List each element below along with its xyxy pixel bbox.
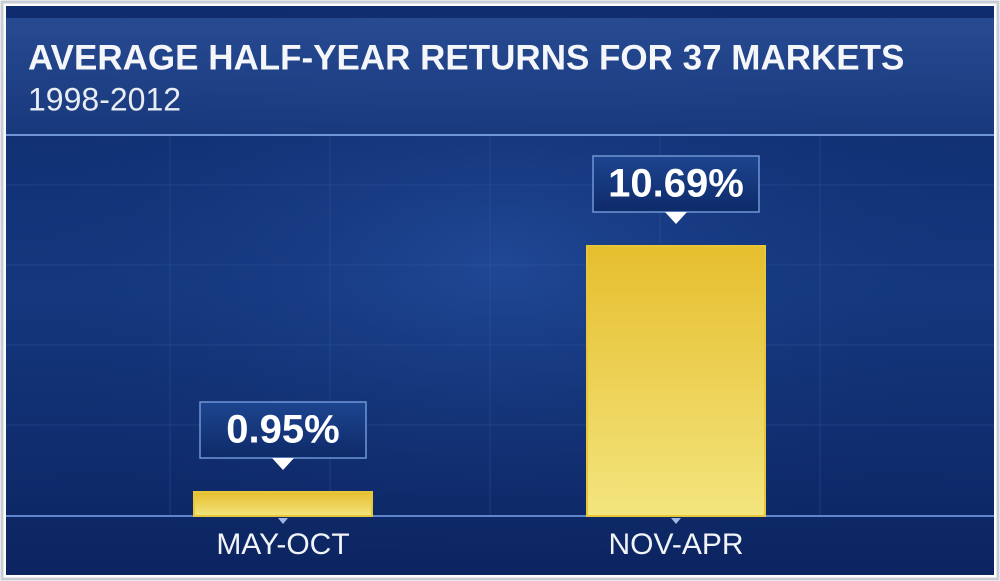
- value-label-pointer: [272, 458, 294, 471]
- x-tick-label: MAY-OCT: [216, 528, 349, 561]
- value-label-pointer: [665, 212, 687, 224]
- chart-title: AVERAGE HALF-YEAR RETURNS FOR 37 MARKETS: [28, 38, 904, 77]
- category-pointer: [278, 518, 288, 524]
- bar: [586, 245, 766, 517]
- value-label-box: [199, 401, 367, 459]
- header-band: [6, 18, 994, 134]
- value-label-box: [592, 155, 760, 213]
- chart-subtitle: 1998-2012: [28, 81, 181, 117]
- category-pointer: [671, 518, 681, 524]
- x-tick-label: NOV-APR: [608, 528, 743, 561]
- value-label: 0.95%: [226, 408, 339, 452]
- value-label: 10.69%: [608, 162, 744, 206]
- bar: [193, 491, 373, 518]
